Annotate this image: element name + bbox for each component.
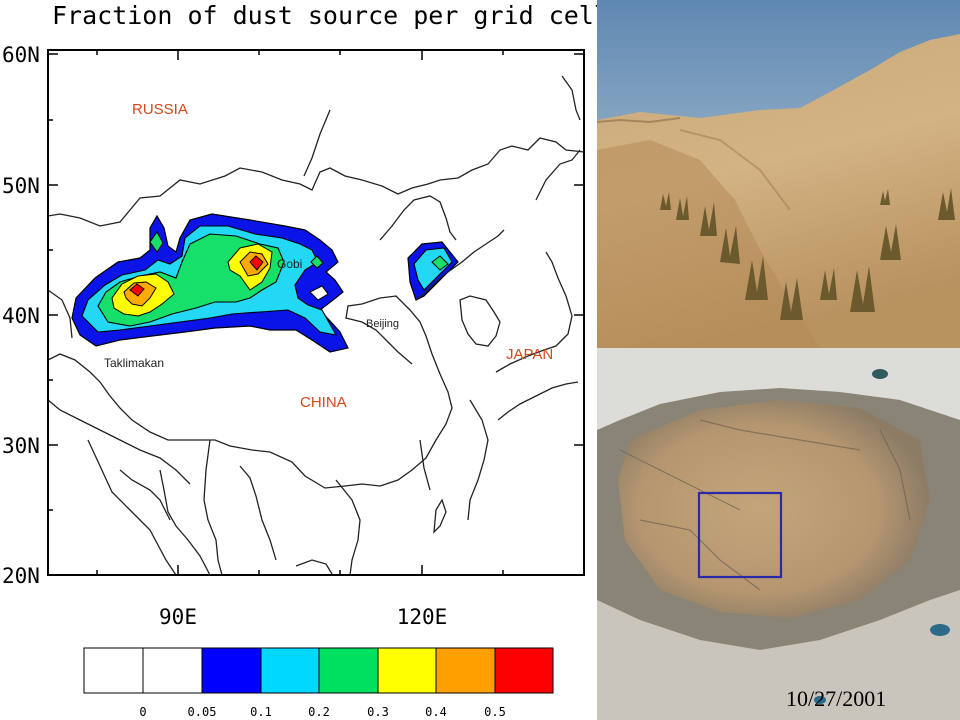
- map-content: [48, 75, 584, 575]
- colorbar-tick-005: 0.05: [188, 705, 217, 719]
- dust-source-map: 60N 50N 40N 30N 20N 90E 120E RUSSIA CHIN…: [2, 43, 585, 629]
- lat-label-60n: 60N: [2, 43, 40, 67]
- colorbar-swatch-1: [83, 647, 144, 694]
- lon-label-120e: 120E: [397, 605, 448, 629]
- label-japan: JAPAN: [506, 346, 553, 363]
- colorbar-swatch-6: [377, 647, 437, 694]
- colorbar-swatch-4: [260, 647, 320, 694]
- colorbar-swatch-8: [494, 647, 554, 694]
- dune-horizon: [596, 117, 681, 124]
- label-beijing: Beijing: [366, 318, 399, 330]
- sat-lake-2: [930, 624, 950, 636]
- sat-study-box: [697, 491, 783, 579]
- label-gobi: Gobi: [277, 257, 302, 271]
- dust-contours: [71, 213, 459, 353]
- contour-red-gobi: [249, 255, 264, 271]
- label-russia: RUSSIA: [132, 101, 188, 118]
- lat-label-30n: 30N: [2, 434, 40, 458]
- label-china: CHINA: [300, 394, 347, 411]
- contour-green-north: [149, 231, 164, 253]
- label-taklimakan: Taklimakan: [104, 356, 164, 370]
- coastlines: [48, 75, 584, 575]
- map-frame: [47, 49, 585, 576]
- colorbar-tick-05: 0.5: [484, 705, 506, 719]
- dune-photo: [596, 0, 960, 348]
- sat-rivers: [619, 419, 911, 591]
- lon-label-90e: 90E: [159, 605, 197, 629]
- contour-white-hole: [309, 285, 329, 301]
- lat-label-20n: 20N: [2, 564, 40, 588]
- contour-green-small-east: [310, 255, 324, 269]
- sat-snow-south: [597, 590, 960, 720]
- colorbar: 0 0.05 0.1 0.2 0.3 0.4 0.5: [83, 647, 554, 719]
- dune-shrubs: [660, 188, 955, 320]
- colorbar-tick-02: 0.2: [308, 705, 330, 719]
- contour-red-west: [129, 283, 145, 297]
- colorbar-tick-04: 0.4: [425, 705, 447, 719]
- contour-green-manchuria: [431, 255, 449, 271]
- sat-lake-3: [814, 696, 826, 704]
- colorbar-swatch-2: [142, 647, 203, 694]
- map-title: Fraction of dust source per grid cell: [52, 1, 609, 30]
- sat-desert-basin: [618, 400, 930, 618]
- colorbar-swatch-3: [201, 647, 262, 694]
- colorbar-tick-0: 0: [139, 705, 146, 719]
- colorbar-tick-01: 0.1: [250, 705, 272, 719]
- colorbar-swatch-5: [318, 647, 379, 694]
- lat-label-40n: 40N: [2, 304, 40, 328]
- sat-lake-1: [872, 369, 888, 379]
- sat-date: 10/27/2001: [786, 686, 886, 711]
- sat-snow-north: [597, 348, 960, 430]
- lat-label-50n: 50N: [2, 174, 40, 198]
- dune-ridge: [679, 129, 791, 211]
- satellite-image: 10/27/2001: [597, 348, 960, 720]
- colorbar-tick-03: 0.3: [367, 705, 389, 719]
- tick-marks: [48, 50, 584, 576]
- colorbar-swatch-7: [435, 647, 496, 694]
